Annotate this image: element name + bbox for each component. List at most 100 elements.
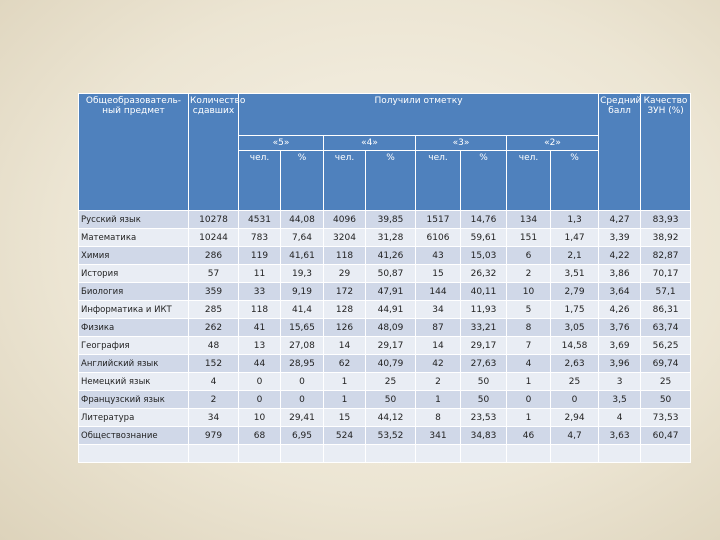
value-cell: 979 bbox=[188, 426, 239, 445]
value-cell: 34 bbox=[415, 300, 461, 319]
value-cell: 33,21 bbox=[460, 318, 507, 337]
subject-cell: История bbox=[78, 264, 189, 283]
value-cell: 1,75 bbox=[549, 300, 600, 319]
value-cell: 134 bbox=[506, 210, 551, 229]
value-cell: 60,47 bbox=[640, 426, 692, 445]
value-cell: 25 bbox=[640, 372, 692, 391]
value-cell: 8 bbox=[506, 318, 551, 337]
value-cell: 50 bbox=[460, 372, 507, 391]
value-cell: 44,08 bbox=[280, 210, 324, 229]
empty-cell bbox=[506, 444, 551, 463]
value-cell: 34 bbox=[188, 408, 239, 427]
value-cell: 28,95 bbox=[280, 354, 324, 373]
value-cell: 3,5 bbox=[598, 390, 642, 409]
value-cell: 4,27 bbox=[598, 210, 642, 229]
value-cell: 41,26 bbox=[365, 246, 416, 265]
table-row: Немецкий язык 4 0 0 1 25 2 50 1 25 3 25 bbox=[78, 372, 692, 391]
value-cell: 783 bbox=[238, 228, 281, 247]
value-cell: 3,96 bbox=[598, 354, 642, 373]
value-cell: 0 bbox=[238, 372, 281, 391]
value-cell: 1 bbox=[506, 372, 551, 391]
value-cell: 83,93 bbox=[640, 210, 692, 229]
value-cell: 3,76 bbox=[598, 318, 642, 337]
value-cell: 33 bbox=[238, 282, 281, 301]
value-cell: 0 bbox=[280, 390, 324, 409]
unit-header: чел. bbox=[415, 150, 461, 211]
subject-cell: Английский язык bbox=[78, 354, 189, 373]
value-cell: 7 bbox=[506, 336, 551, 355]
empty-cell bbox=[640, 444, 692, 463]
table-row: Французский язык 2 0 0 1 50 1 50 0 0 3,5 50 bbox=[78, 390, 692, 409]
value-cell: 3 bbox=[598, 372, 642, 391]
value-cell: 56,25 bbox=[640, 336, 692, 355]
value-cell: 48 bbox=[188, 336, 239, 355]
value-cell: 48,09 bbox=[365, 318, 416, 337]
value-cell: 118 bbox=[238, 300, 281, 319]
value-cell: 14 bbox=[415, 336, 461, 355]
value-cell: 2,94 bbox=[549, 408, 600, 427]
value-cell: 11,93 bbox=[460, 300, 507, 319]
value-cell: 10 bbox=[506, 282, 551, 301]
value-cell: 6,95 bbox=[280, 426, 324, 445]
value-cell: 44,91 bbox=[365, 300, 416, 319]
table-row: Информатика и ИКТ 285 118 41,4 128 44,91 34 11,… bbox=[78, 300, 692, 319]
value-cell: 50,87 bbox=[365, 264, 416, 283]
value-cell: 53,52 bbox=[365, 426, 416, 445]
value-cell: 126 bbox=[323, 318, 366, 337]
value-cell: 62 bbox=[323, 354, 366, 373]
value-cell: 4,7 bbox=[549, 426, 600, 445]
subject-cell: Немецкий язык bbox=[78, 372, 189, 391]
subject-cell: Французский язык bbox=[78, 390, 189, 409]
value-cell: 59,61 bbox=[460, 228, 507, 247]
value-cell: 40,79 bbox=[365, 354, 416, 373]
value-cell: 151 bbox=[506, 228, 551, 247]
table-row: География 48 13 27,08 14 29,17 14 29,17 7 14,58 3,… bbox=[78, 336, 692, 355]
value-cell: 41,61 bbox=[280, 246, 324, 265]
value-cell: 10278 bbox=[188, 210, 239, 229]
value-cell: 3,05 bbox=[549, 318, 600, 337]
value-cell: 2 bbox=[506, 264, 551, 283]
value-cell: 128 bbox=[323, 300, 366, 319]
subject-cell: Литература bbox=[78, 408, 189, 427]
value-cell: 5 bbox=[506, 300, 551, 319]
value-cell: 7,64 bbox=[280, 228, 324, 247]
value-cell: 524 bbox=[323, 426, 366, 445]
value-cell: 41 bbox=[238, 318, 281, 337]
value-cell: 6 bbox=[506, 246, 551, 265]
value-cell: 8 bbox=[415, 408, 461, 427]
value-cell: 86,31 bbox=[640, 300, 692, 319]
header-cell: Средний балл bbox=[598, 93, 641, 211]
value-cell: 2 bbox=[415, 372, 461, 391]
unit-header: % bbox=[365, 150, 416, 211]
value-cell: 44,12 bbox=[365, 408, 416, 427]
empty-cell bbox=[415, 444, 461, 463]
value-cell: 3204 bbox=[323, 228, 366, 247]
header-cell: Количество сдавших bbox=[188, 93, 245, 211]
subject-cell: Информатика и ИКТ bbox=[78, 300, 189, 319]
grade-header: «4» bbox=[323, 135, 416, 151]
table-row: Биология 359 33 9,19 172 47,91 144 40,11 10 2,79 3… bbox=[78, 282, 692, 301]
value-cell: 3,63 bbox=[598, 426, 642, 445]
empty-row bbox=[78, 444, 692, 463]
value-cell: 26,32 bbox=[460, 264, 507, 283]
value-cell: 262 bbox=[188, 318, 239, 337]
value-cell: 47,91 bbox=[365, 282, 416, 301]
value-cell: 3,69 bbox=[598, 336, 642, 355]
value-cell: 1517 bbox=[415, 210, 461, 229]
value-cell: 50 bbox=[365, 390, 416, 409]
value-cell: 172 bbox=[323, 282, 366, 301]
grade-header: «5» bbox=[238, 135, 324, 151]
table-row: Математика 10244 783 7,64 3204 31,28 6106 59,61… bbox=[78, 228, 692, 247]
value-cell: 13 bbox=[238, 336, 281, 355]
value-cell: 11 bbox=[238, 264, 281, 283]
value-cell: 144 bbox=[415, 282, 461, 301]
value-cell: 119 bbox=[238, 246, 281, 265]
value-cell: 3,39 bbox=[598, 228, 642, 247]
unit-header: % bbox=[280, 150, 324, 211]
value-cell: 4531 bbox=[238, 210, 281, 229]
value-cell: 4,26 bbox=[598, 300, 642, 319]
value-cell: 25 bbox=[365, 372, 416, 391]
value-cell: 82,87 bbox=[640, 246, 692, 265]
value-cell: 15,03 bbox=[460, 246, 507, 265]
